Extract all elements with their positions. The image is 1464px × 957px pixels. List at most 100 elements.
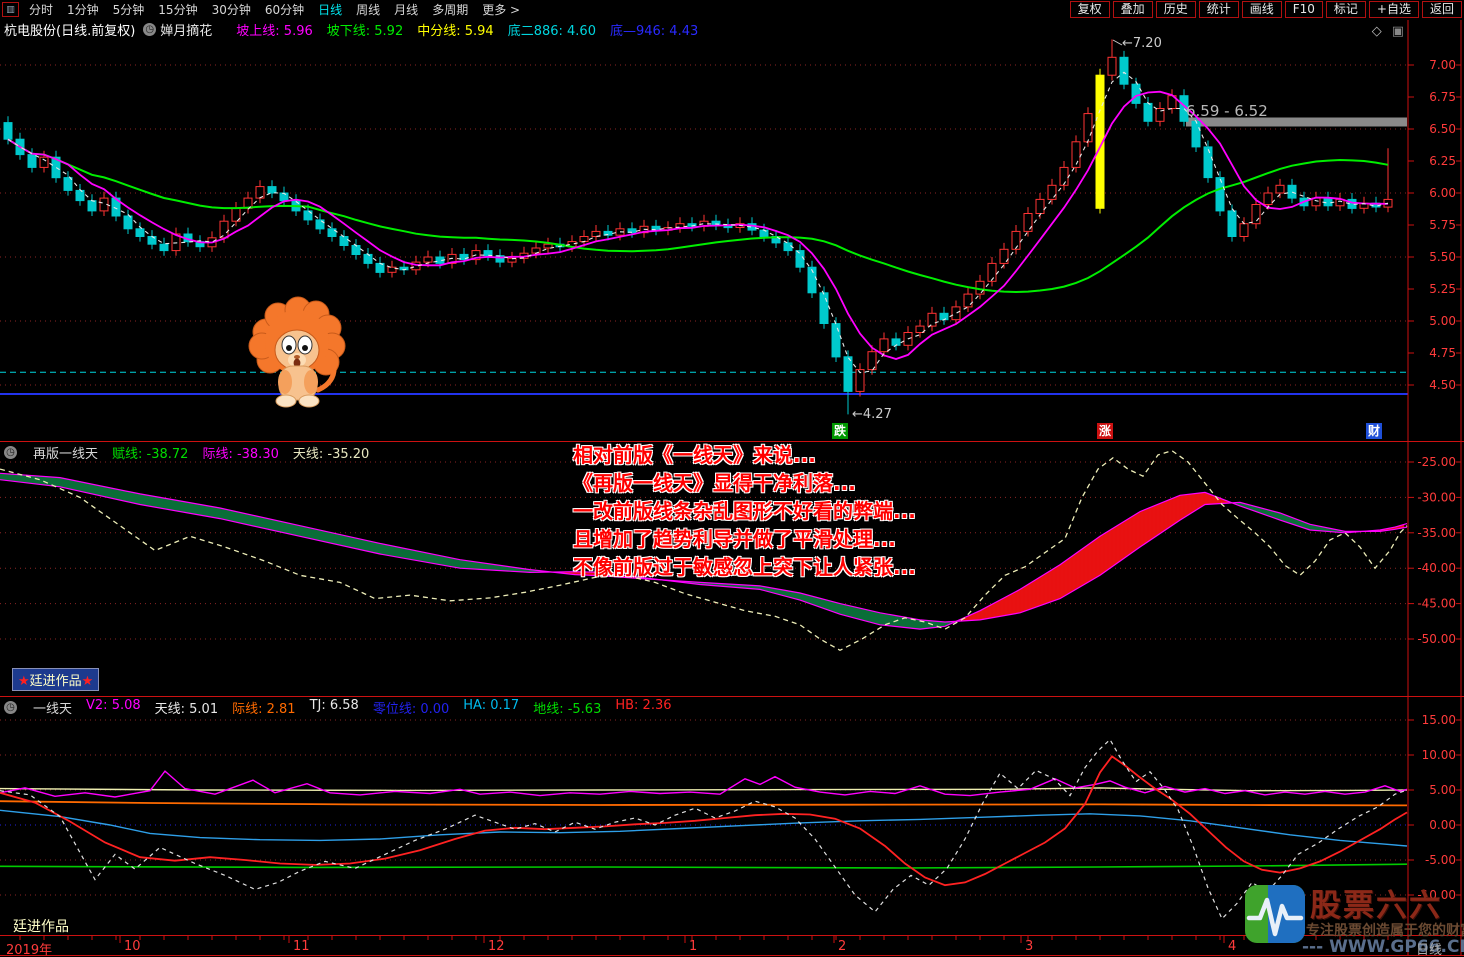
- svg-text:-10.00: -10.00: [1417, 888, 1456, 902]
- panel3-header: ◷ 一线天 V2: 5.08 天线: 5.01 际线: 2.81 TJ: 6.58 零位…: [2, 698, 672, 717]
- svg-text:-45.00: -45.00: [1417, 597, 1456, 611]
- toolbar-button-复权[interactable]: 复权: [1069, 1, 1110, 18]
- svg-text:5.25: 5.25: [1429, 282, 1456, 296]
- annotation-line: 《再版一线天》显得干净利落...: [573, 471, 856, 495]
- period-tab-15分钟[interactable]: 15分钟: [158, 3, 198, 17]
- toolbar-button-+自选[interactable]: +自选: [1368, 1, 1419, 18]
- period-tab-周线[interactable]: 周线: [356, 3, 381, 17]
- chart-corner-icons: ◇ ▣: [1372, 24, 1404, 39]
- high-price-label: ←7.20: [1122, 36, 1162, 51]
- period-tab-30分钟[interactable]: 30分钟: [211, 3, 251, 17]
- timeline-marker-跌: 跌: [832, 423, 849, 439]
- bottom-line-HA: [0, 809, 1408, 847]
- watermark-logo-icon: [1245, 885, 1305, 943]
- axis-month-12: 12: [488, 939, 505, 954]
- ma-slow-line: [7, 138, 1389, 294]
- panel-borders: [0, 20, 1464, 956]
- panel2-readouts: 赋线: -38.72 际线: -38.30 天线: -35.20: [112, 443, 369, 462]
- zone-price-label: 6.59 - 6.52: [1186, 102, 1268, 120]
- panel2-title[interactable]: 再版一线天: [33, 447, 99, 462]
- axis-month-11: 11: [293, 939, 310, 954]
- svg-text:10.00: 10.00: [1422, 748, 1456, 762]
- toolbar-button-F10[interactable]: F10: [1284, 1, 1323, 18]
- readout-中分线: 中分线: 5.94: [417, 23, 494, 39]
- titlebar: 杭电股份(日线.前复权) ◷ 婵月摘花 坡上线: 5.96 坡下线: 5.92 中分…: [0, 19, 1464, 39]
- readout-底二886: 底二886: 4.60: [507, 23, 596, 39]
- period-tab-分时[interactable]: 分时: [29, 3, 54, 17]
- readout-底—946: 底—946: 4.43: [609, 23, 699, 39]
- readout-TJ: TJ: 6.58: [309, 698, 359, 713]
- toolbar-button-画线[interactable]: 画线: [1241, 1, 1282, 18]
- toolbar-buttons: 复权 叠加 历史 统计 画线 F10 标记 +自选 返回: [1069, 1, 1462, 18]
- svg-text:5.75: 5.75: [1429, 218, 1456, 232]
- svg-text:6.75: 6.75: [1429, 90, 1456, 104]
- svg-text:-40.00: -40.00: [1417, 561, 1456, 575]
- toolbar-button-统计[interactable]: 统计: [1198, 1, 1239, 18]
- watermark: 股票六六 专注股票创造属于您的财富 --- WWW.GP66.CN: [1244, 876, 1464, 957]
- toolbar-button-叠加[interactable]: 叠加: [1112, 1, 1153, 18]
- readout-HA: HA: 0.17: [463, 698, 520, 713]
- readout-坡上线: 坡上线: 5.96: [236, 23, 313, 39]
- period-tab-1分钟[interactable]: 1分钟: [67, 3, 99, 17]
- clock-icon: ◷: [143, 22, 157, 36]
- annotation-line: 一改前版线条杂乱图形不好看的弊端...: [573, 499, 916, 523]
- svg-text:-5.00: -5.00: [1425, 853, 1456, 867]
- axis-labels: 7.00 6.75 6.50 6.25 6.00 5.75 5.50 5.25 5.00 4.75…: [1408, 58, 1461, 392]
- readout-赋线: 赋线: -38.72: [112, 447, 189, 462]
- star-icon: ★: [18, 674, 30, 689]
- period-tab-月线[interactable]: 月线: [394, 3, 419, 17]
- toolbar-button-标记[interactable]: 标记: [1325, 1, 1366, 18]
- annotation-line: 相对前版《一线天》来说...: [573, 443, 816, 467]
- axis-month-1: 1: [689, 939, 698, 954]
- period-tab-更多 >[interactable]: 更多 >: [482, 3, 521, 17]
- period-tab-5分钟[interactable]: 5分钟: [112, 3, 145, 17]
- signal-name: 婵月摘花: [160, 23, 213, 39]
- svg-text:5.00: 5.00: [1429, 314, 1456, 328]
- app-menu-icon[interactable]: ▥: [2, 2, 19, 17]
- period-tab-60分钟[interactable]: 60分钟: [264, 3, 305, 17]
- window-icon[interactable]: ▣: [1391, 24, 1404, 39]
- bottom-line-V2: [0, 770, 1408, 798]
- ma-fast-line: [7, 71, 1389, 374]
- svg-text:4.75: 4.75: [1429, 346, 1456, 360]
- bottom-line-白虚线: [0, 738, 1408, 920]
- toolbar-button-返回[interactable]: 返回: [1421, 1, 1462, 18]
- axis-labels: 15.00 10.00 5.00 0.00 -5.00 -10.00: [1408, 713, 1461, 902]
- low-price-label: ←4.27: [852, 407, 892, 422]
- watermark-subtitle: 专注股票创造属于您的财富: [1306, 923, 1464, 939]
- readout-坡下线: 坡下线: 5.92: [326, 23, 404, 39]
- toolbar-button-历史[interactable]: 历史: [1155, 1, 1196, 18]
- readout-HB: HB: 2.36: [615, 698, 672, 713]
- axis-year-label: 2019年: [6, 943, 53, 957]
- svg-text:-25.00: -25.00: [1417, 455, 1456, 469]
- timeline-marker-财: 财: [1366, 423, 1383, 439]
- bottom-line-天线: [0, 787, 1408, 792]
- author-badge-text: 廷进作品: [29, 674, 82, 689]
- time-axis[interactable]: 2019年 10 11 12 1 2 3 4 日线: [0, 936, 1464, 957]
- svg-text:0.00: 0.00: [1429, 818, 1456, 832]
- stock-title: 杭电股份(日线.前复权): [4, 23, 136, 39]
- bottom-line-际线: [0, 800, 1408, 807]
- author-badge: ★廷进作品★: [12, 668, 100, 691]
- svg-text:15.00: 15.00: [1422, 713, 1456, 727]
- period-tab-日线[interactable]: 日线: [318, 3, 343, 17]
- band-slow-edge: [0, 472, 1408, 623]
- star-icon: ★: [81, 674, 94, 689]
- readout-天线: 天线: -35.20: [292, 447, 370, 462]
- price-zone-bar: [1186, 117, 1407, 127]
- cartoon-lion-mascot: [248, 296, 346, 408]
- watermark-title: 股票六六: [1310, 888, 1442, 924]
- diamond-icon[interactable]: ◇: [1371, 24, 1382, 39]
- time-axis-ticks: [19, 936, 1389, 943]
- axis-month-3: 3: [1025, 939, 1034, 954]
- timeline-marker-涨: 涨: [1097, 423, 1114, 439]
- panel3-readouts: V2: 5.08 天线: 5.01 际线: 2.81 TJ: 6.58 零位线: 0.0…: [86, 698, 671, 717]
- bottom-line-地线: [0, 863, 1408, 869]
- svg-text:6.50: 6.50: [1429, 122, 1456, 136]
- panel3-title[interactable]: 一线天: [33, 702, 73, 717]
- axis-period-label: 日线: [1416, 943, 1443, 957]
- period-tab-多周期[interactable]: 多周期: [432, 3, 469, 17]
- readout-零位线: 零位线: 0.00: [372, 702, 450, 717]
